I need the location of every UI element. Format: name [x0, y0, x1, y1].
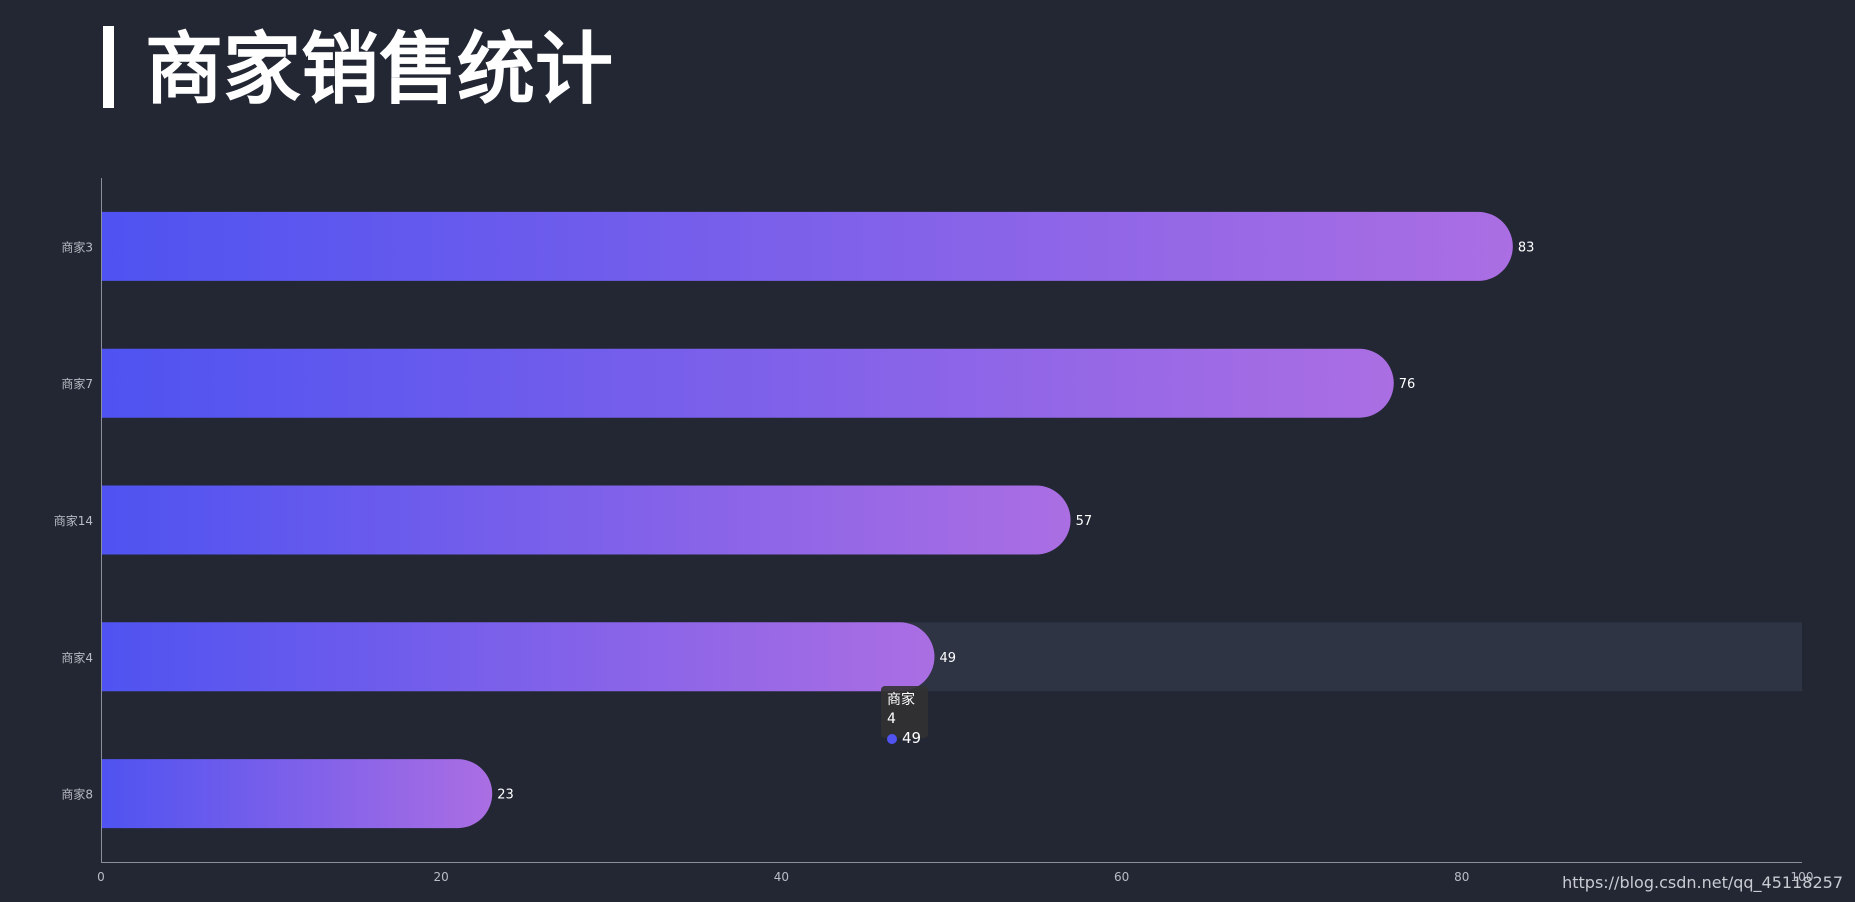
y-tick-label: 商家8 — [61, 787, 93, 802]
x-tick-label: 40 — [774, 870, 789, 884]
tooltip-value: 49 — [902, 729, 922, 747]
y-tick-label: 商家4 — [61, 650, 93, 665]
data-label: 49 — [939, 651, 956, 666]
tooltip-category: 商家4 — [887, 692, 915, 727]
data-label: 76 — [1399, 377, 1416, 392]
x-tick-label: 60 — [1114, 870, 1129, 884]
tooltip-series-dot — [887, 733, 897, 744]
data-label: 23 — [497, 788, 514, 803]
title-accent-bar — [103, 26, 114, 108]
bar-商家4[interactable] — [101, 622, 935, 692]
y-tick-label: 商家3 — [61, 239, 93, 254]
bar-商家8[interactable] — [101, 759, 493, 829]
watermark: https://blog.csdn.net/qq_45118257 — [1562, 873, 1843, 892]
bar-商家7[interactable] — [101, 348, 1394, 418]
x-tick-label: 100 — [1791, 870, 1814, 884]
page-title: 商家销售统计 — [145, 25, 614, 115]
x-tick-label: 80 — [1454, 870, 1469, 884]
y-tick-label: 商家7 — [61, 376, 93, 391]
data-label: 83 — [1518, 240, 1535, 255]
x-tick-label: 0 — [97, 870, 105, 884]
data-label: 57 — [1076, 514, 1093, 529]
bar-商家14[interactable] — [101, 485, 1071, 555]
y-tick-label: 商家14 — [54, 513, 93, 528]
bar-商家3[interactable] — [101, 211, 1513, 281]
chart-tooltip: 商家4 49 — [881, 686, 928, 747]
x-tick-label: 20 — [434, 870, 449, 884]
